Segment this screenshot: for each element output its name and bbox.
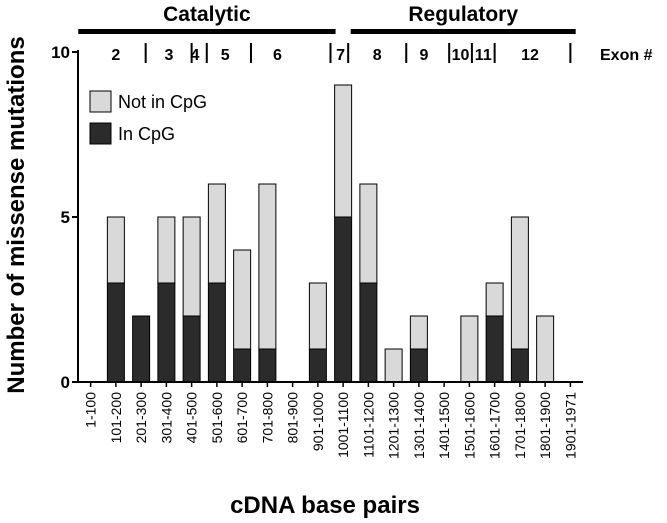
bar-not-in-cpg-101-200 (106, 216, 125, 284)
bar-not-in-cpg-701-800 (258, 183, 277, 350)
bar-not-in-cpg-1101-1200 (359, 183, 378, 284)
exon-annotations: 2 3 4 5 6 7 8 9 10 11 12 Exon # (111, 43, 653, 64)
domain-label: Catalytic (163, 3, 251, 26)
exon-label: 2 (111, 47, 120, 64)
x-tick-label: 101-200 (108, 392, 124, 444)
bar-in-cpg-701-800 (258, 348, 277, 383)
x-tick-label: 1401-1500 (436, 392, 452, 459)
exon-label: 5 (221, 47, 230, 64)
domain-label: Regulatory (408, 3, 518, 26)
legend-label: Not in CpG (118, 92, 207, 112)
x-tick-label: 501-600 (209, 392, 225, 444)
y-tick-label: 0 (61, 373, 70, 392)
exon-label: 8 (373, 47, 382, 64)
exon-label: 9 (419, 47, 428, 64)
bar-in-cpg-601-700 (233, 348, 252, 383)
bar-in-cpg-901-1000 (308, 348, 327, 383)
bar-in-cpg-301-400 (157, 282, 176, 383)
bar-in-cpg-1701-1800 (510, 348, 529, 383)
x-tick-label: 901-1000 (310, 392, 326, 451)
exon-label: 11 (475, 47, 492, 64)
bar-in-cpg-1301-1400 (409, 348, 428, 383)
bar-not-in-cpg-1701-1800 (510, 216, 529, 350)
legend-swatch (89, 90, 112, 113)
axes: 1-100 101-200 201-300 301-400 401-500 501-600… (51, 43, 583, 459)
bar-not-in-cpg-901-1000 (308, 282, 327, 350)
y-tick-label: 5 (61, 208, 70, 227)
x-tick-label: 1301-1400 (411, 392, 427, 459)
exon-label: 7 (336, 47, 345, 64)
bar-in-cpg-1101-1200 (359, 282, 378, 383)
x-tick-label: 1101-1200 (360, 392, 376, 458)
bar-not-in-cpg-1601-1700 (485, 282, 504, 317)
domain-bar (78, 29, 336, 34)
y-axis-label: Number of missense mutations (3, 36, 30, 393)
x-tick-label: 701-800 (259, 392, 275, 444)
exon-axis-label: Exon # (600, 47, 653, 64)
x-tick-label: 1-100 (83, 392, 99, 428)
legend: Not in CpG In CpG (89, 90, 207, 145)
x-tick-label: 1901-1971 (562, 392, 578, 459)
exon-label: 6 (273, 47, 282, 64)
bar-not-in-cpg-501-600 (207, 183, 226, 284)
x-tick-label: 1001-1100 (335, 392, 351, 458)
x-tick-label: 1701-1800 (512, 392, 528, 459)
bar-in-cpg-1601-1700 (485, 315, 504, 383)
bar-not-in-cpg-1801-1900 (536, 315, 555, 383)
bar-in-cpg-101-200 (106, 282, 125, 383)
x-tick-label: 1201-1300 (386, 392, 402, 459)
x-tick-label: 1501-1600 (461, 392, 477, 459)
legend-swatch (89, 122, 112, 145)
domain-bar (350, 29, 576, 34)
bar-not-in-cpg-1001-1100 (334, 84, 353, 218)
x-tick-label: 401-500 (184, 392, 200, 444)
exon-label: 10 (452, 47, 470, 64)
y-tick-label: 10 (51, 43, 70, 62)
bar-not-in-cpg-1301-1400 (409, 315, 428, 350)
x-tick-label: 1601-1700 (487, 392, 503, 459)
x-tick-label: 601-700 (234, 392, 250, 444)
x-tick-label: 201-300 (133, 392, 149, 444)
legend-label: In CpG (118, 124, 175, 144)
x-tick-label: 301-400 (158, 392, 174, 444)
bar-not-in-cpg-1501-1600 (460, 315, 479, 383)
bar-not-in-cpg-301-400 (157, 216, 176, 284)
bar-not-in-cpg-1201-1300 (384, 348, 403, 383)
bar-not-in-cpg-401-500 (182, 216, 201, 317)
bar-in-cpg-1001-1100 (334, 216, 353, 383)
exon-label: 3 (164, 47, 173, 64)
x-axis-label: cDNA base pairs (230, 492, 420, 519)
domain-annotations: Catalytic Regulatory (78, 3, 576, 34)
bar-in-cpg-201-300 (132, 315, 151, 383)
bar-in-cpg-401-500 (182, 315, 201, 383)
exon-label: 4 (190, 47, 199, 64)
x-tick-label: 1801-1900 (537, 392, 553, 459)
bar-in-cpg-501-600 (207, 282, 226, 383)
bar-not-in-cpg-601-700 (233, 249, 252, 350)
x-tick-label: 801-900 (285, 392, 301, 444)
exon-label: 12 (521, 47, 539, 64)
bars (106, 84, 555, 383)
